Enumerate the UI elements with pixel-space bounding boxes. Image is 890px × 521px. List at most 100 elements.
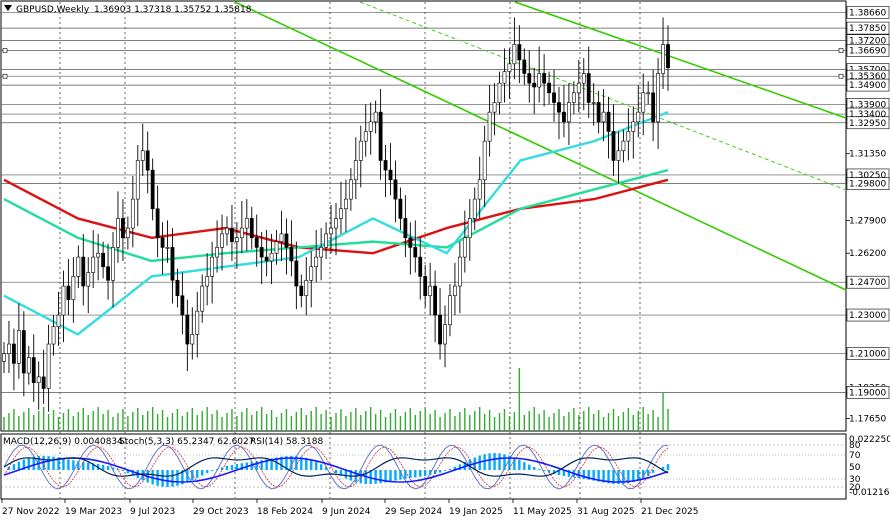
price-label-box: [846, 44, 890, 57]
time-tick-label: 29 Sep 2024: [385, 507, 442, 517]
time-tick-label: 29 Oct 2023: [193, 507, 249, 517]
price-tick-label: 1.23000: [849, 311, 886, 321]
candle: [319, 228, 324, 281]
candle: [656, 58, 660, 149]
candle: [596, 90, 601, 134]
candle: [249, 206, 254, 250]
candle: [497, 71, 502, 115]
candle: [398, 187, 403, 231]
candle: [195, 291, 200, 358]
osc-tick-label: 70: [849, 451, 861, 461]
price-label-box: [846, 386, 890, 399]
candle: [234, 222, 239, 269]
candle: [393, 160, 398, 223]
candle: [378, 88, 383, 180]
macd-label: MACD(12,26,9) 0.0040834: [3, 437, 123, 447]
candle: [160, 222, 165, 275]
candle: [344, 179, 348, 232]
candle: [66, 259, 71, 316]
channel-mid: [359, 1, 847, 191]
candle: [492, 83, 497, 136]
candle: [621, 129, 626, 163]
candle: [304, 257, 309, 316]
candle: [547, 71, 551, 105]
price-label-box: [846, 177, 890, 190]
rsi-line: [3, 457, 669, 477]
candle: [626, 108, 631, 161]
candle: [36, 361, 41, 410]
osc-panel-frame: [0, 433, 847, 500]
stoch-main-line: [3, 444, 669, 490]
stoch-label: Stoch(5,3,3) 65.2347 62.6027: [119, 437, 254, 447]
candle: [230, 204, 234, 261]
candle: [210, 241, 215, 304]
price-tick-label: 1.38660: [849, 8, 886, 18]
candle: [562, 85, 566, 138]
price-tick-label: 1.24700: [849, 278, 886, 288]
candle: [542, 54, 547, 107]
price-tick-label: 1.29800: [849, 180, 886, 190]
candle: [348, 168, 353, 211]
candle: [155, 185, 160, 258]
candle: [125, 216, 130, 250]
candle: [363, 104, 368, 157]
price-tick-label: 1.37850: [849, 24, 886, 34]
volume-bars: [3, 368, 669, 431]
candle: [190, 307, 195, 360]
candle: [314, 230, 319, 283]
candle: [443, 305, 447, 368]
price-tick-label: 1.21000: [849, 350, 886, 360]
price-tick-label: 1.33400: [849, 110, 886, 120]
candle: [661, 17, 665, 89]
candle: [388, 143, 393, 196]
candle: [611, 104, 616, 176]
candle: [269, 233, 274, 285]
candle: [21, 311, 26, 397]
trend-channels: [234, 1, 847, 291]
candle: [462, 210, 467, 273]
candle: [433, 270, 438, 343]
collapse-triangle-icon[interactable]: [4, 5, 12, 11]
candle: [353, 137, 358, 200]
candle: [438, 288, 442, 360]
candle: [61, 270, 66, 343]
candle: [418, 237, 423, 300]
time-tick-label: 31 Aug 2025: [577, 507, 635, 517]
candle: [383, 145, 388, 198]
candle: [522, 48, 527, 86]
candle: [279, 210, 284, 261]
candle: [591, 83, 596, 126]
symbol-title: GBPUSD,Weekly: [16, 5, 90, 15]
osc-tick-label: 50: [849, 463, 861, 473]
candle: [220, 214, 224, 271]
candle: [101, 241, 106, 279]
candle: [299, 274, 304, 308]
candle: [96, 233, 101, 281]
candle: [254, 214, 259, 267]
candle: [170, 228, 175, 304]
candle: [472, 187, 477, 231]
candle: [552, 69, 556, 122]
candle: [502, 48, 507, 103]
candle: [145, 131, 150, 194]
candle: [616, 131, 621, 184]
price-tick-label: 1.17650: [849, 414, 886, 424]
osc-tick-label: 20: [849, 483, 861, 493]
candle: [373, 100, 378, 134]
candle: [586, 46, 591, 118]
price-tick-label: 1.26200: [849, 249, 886, 259]
candle: [91, 230, 96, 288]
candle: [666, 25, 670, 91]
candle: [71, 257, 76, 323]
time-tick-label: 9 Jun 2024: [322, 507, 371, 517]
candle: [215, 220, 219, 273]
candle: [576, 59, 581, 113]
candle: [205, 253, 210, 306]
candle: [259, 231, 264, 285]
candle: [334, 202, 338, 256]
candle: [448, 284, 452, 337]
candle: [26, 345, 31, 385]
price-tick-label: 1.32950: [849, 119, 886, 129]
price-label-box: [846, 6, 890, 19]
stoch-signal-line: [3, 446, 669, 488]
